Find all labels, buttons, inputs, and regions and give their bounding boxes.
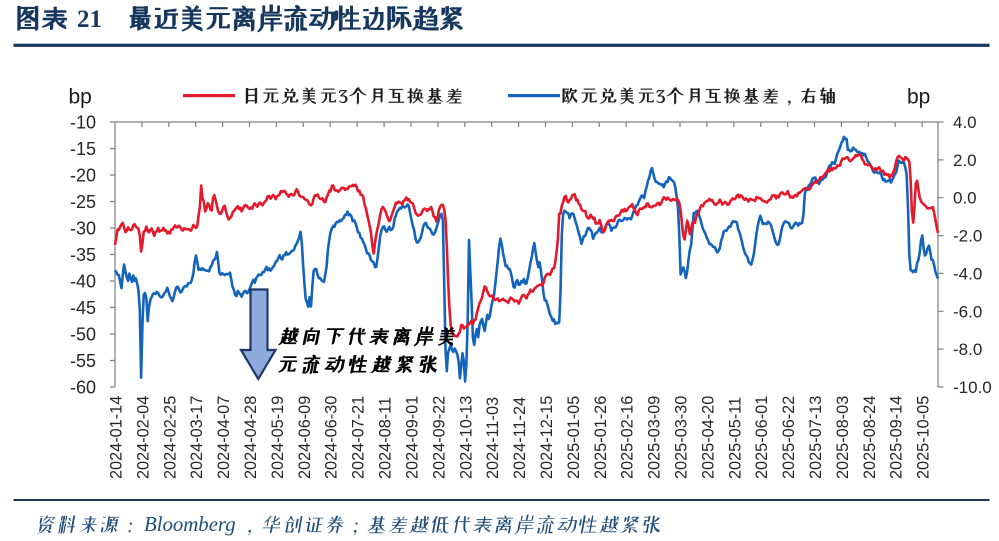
svg-text:2025-02-16: 2025-02-16: [619, 396, 637, 479]
svg-text:2024-05-19: 2024-05-19: [269, 396, 287, 479]
svg-text:2024-10-13: 2024-10-13: [457, 396, 475, 479]
svg-text:2024-04-07: 2024-04-07: [215, 396, 233, 479]
svg-text:2024-12-15: 2024-12-15: [538, 396, 556, 479]
svg-text:2025-07-13: 2025-07-13: [807, 396, 825, 479]
svg-text:2024-04-28: 2024-04-28: [242, 396, 260, 479]
svg-text:-4.0: -4.0: [953, 264, 982, 283]
svg-text:2025-06-22: 2025-06-22: [780, 396, 798, 479]
svg-text:bp: bp: [907, 86, 930, 109]
svg-text:-45: -45: [70, 298, 96, 318]
svg-text:2025-08-24: 2025-08-24: [861, 396, 879, 479]
svg-text:2024-08-11: 2024-08-11: [377, 397, 395, 479]
svg-text:-15: -15: [70, 139, 96, 159]
svg-text:-30: -30: [70, 218, 96, 238]
svg-text:2025-06-01: 2025-06-01: [753, 396, 771, 479]
svg-text:2024-09-01: 2024-09-01: [404, 396, 422, 479]
svg-text:2024-11-03: 2024-11-03: [484, 397, 502, 479]
svg-text:Bloomberg: Bloomberg: [144, 513, 236, 536]
svg-text:2025-08-03: 2025-08-03: [834, 396, 852, 479]
svg-text:4.0: 4.0: [953, 113, 977, 132]
svg-text:-25: -25: [70, 192, 96, 212]
svg-text:-10: -10: [70, 112, 96, 132]
svg-text:-40: -40: [70, 271, 96, 291]
svg-text:2024-11-24: 2024-11-24: [511, 397, 529, 479]
svg-text:2025-05-11: 2025-05-11: [726, 397, 744, 479]
svg-text:21: 21: [77, 6, 102, 33]
svg-text:0.0: 0.0: [953, 189, 977, 208]
svg-text:-60: -60: [70, 377, 96, 397]
svg-text:-35: -35: [70, 245, 96, 265]
svg-text:2.0: 2.0: [953, 151, 977, 170]
svg-text:-2.0: -2.0: [953, 227, 982, 246]
svg-text:-10.0: -10.0: [953, 378, 992, 397]
svg-text:2024-06-30: 2024-06-30: [323, 396, 341, 479]
svg-text:-20: -20: [70, 165, 96, 185]
svg-text:2025-10-05: 2025-10-05: [915, 396, 933, 479]
svg-text:-8.0: -8.0: [953, 340, 982, 359]
svg-text:2025-09-14: 2025-09-14: [888, 396, 906, 479]
svg-text:2024-09-22: 2024-09-22: [430, 396, 448, 479]
svg-text:2024-02-04: 2024-02-04: [134, 396, 152, 479]
svg-text:-50: -50: [70, 324, 96, 344]
svg-text:2025-01-26: 2025-01-26: [592, 396, 610, 479]
svg-text:-6.0: -6.0: [953, 302, 982, 321]
svg-text:2025-04-20: 2025-04-20: [699, 396, 717, 479]
svg-text:2025-01-05: 2025-01-05: [565, 396, 583, 479]
svg-text:2025-03-30: 2025-03-30: [673, 396, 691, 479]
svg-text:2024-03-17: 2024-03-17: [188, 396, 206, 479]
svg-text:bp: bp: [69, 86, 92, 109]
svg-text:2025-03-09: 2025-03-09: [646, 396, 664, 479]
svg-text:2024-07-21: 2024-07-21: [350, 396, 368, 479]
svg-text:2024-06-09: 2024-06-09: [296, 396, 314, 479]
svg-text:2024-02-25: 2024-02-25: [161, 396, 179, 479]
svg-text:-55: -55: [70, 351, 96, 371]
svg-text:2024-01-14: 2024-01-14: [108, 396, 126, 479]
